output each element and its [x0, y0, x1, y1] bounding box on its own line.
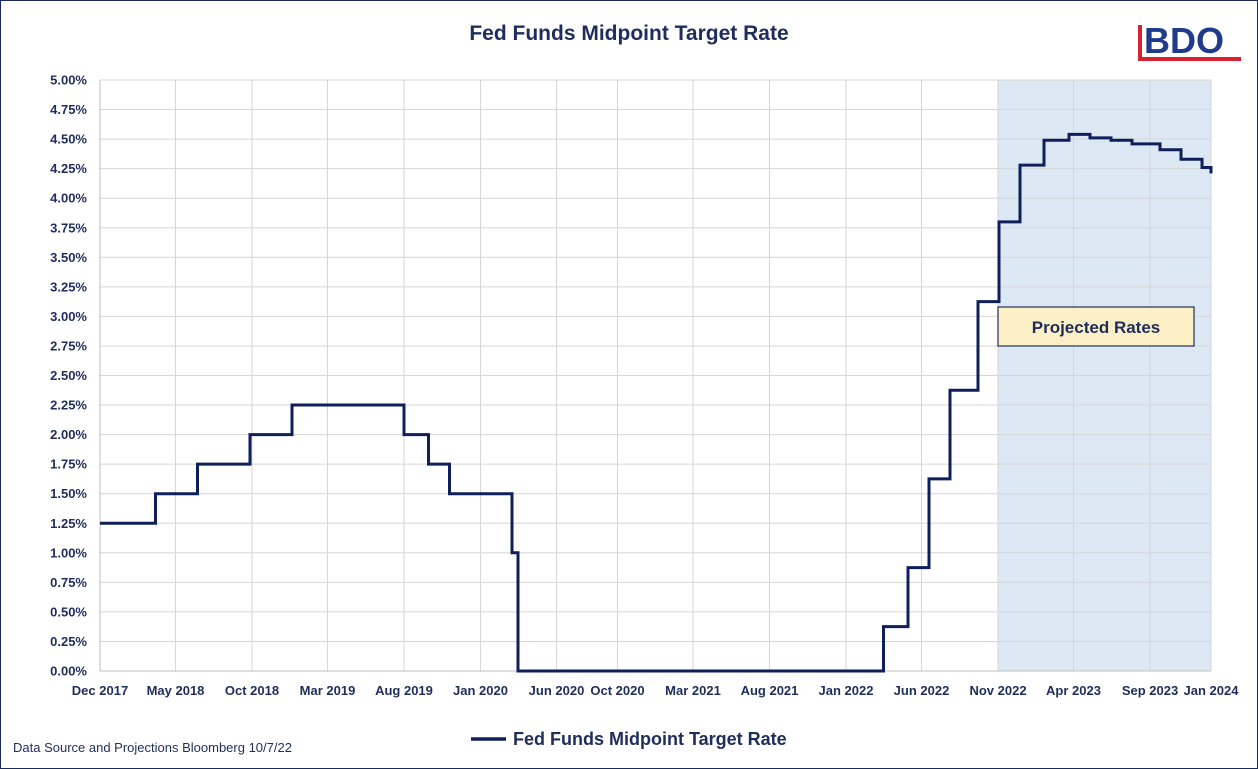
- x-tick-label: Apr 2023: [1046, 683, 1101, 698]
- x-tick-label: Oct 2018: [225, 683, 279, 698]
- y-tick-label: 0.00%: [50, 664, 87, 679]
- y-tick-label: 4.00%: [50, 191, 87, 206]
- x-tick-label: Mar 2019: [300, 683, 356, 698]
- logo-red-bar: [1138, 25, 1142, 61]
- y-tick-label: 3.75%: [50, 220, 87, 235]
- y-tick-label: 1.00%: [50, 545, 87, 560]
- projected-rates-label: Projected Rates: [1032, 318, 1161, 337]
- y-tick-label: 4.75%: [50, 102, 87, 117]
- projected-rates-callout: Projected Rates: [997, 306, 1195, 347]
- y-tick-label: 1.75%: [50, 457, 87, 472]
- source-note: Data Source and Projections Bloomberg 10…: [13, 740, 292, 755]
- y-tick-label: 4.25%: [50, 161, 87, 176]
- x-tick-label: Jun 2020: [529, 683, 585, 698]
- x-tick-label: Jan 2024: [1184, 683, 1240, 698]
- y-tick-label: 2.00%: [50, 427, 87, 442]
- x-tick-label: Nov 2022: [969, 683, 1026, 698]
- y-tick-label: 3.25%: [50, 279, 87, 294]
- x-tick-label: Jun 2022: [894, 683, 950, 698]
- y-tick-label: 1.50%: [50, 486, 87, 501]
- x-tick-label: Aug 2021: [741, 683, 799, 698]
- logo-text: BDO: [1144, 20, 1224, 61]
- y-tick-label: 2.25%: [50, 398, 87, 413]
- x-tick-label: Jan 2022: [819, 683, 874, 698]
- y-tick-label: 2.50%: [50, 368, 87, 383]
- x-tick-label: May 2018: [147, 683, 205, 698]
- x-tick-label: Mar 2021: [665, 683, 721, 698]
- y-tick-label: 3.50%: [50, 250, 87, 265]
- bdo-logo-icon: BDO: [1138, 20, 1241, 61]
- y-tick-label: 3.00%: [50, 309, 87, 324]
- y-tick-label: 0.50%: [50, 604, 87, 619]
- logo-red-underline: [1138, 57, 1241, 61]
- series-line-fed-funds: [100, 132, 1213, 673]
- x-tick-label: Aug 2019: [375, 683, 433, 698]
- legend-entry: Fed Funds Midpoint Target Rate: [513, 729, 787, 749]
- y-tick-label: 5.00%: [50, 73, 87, 88]
- x-tick-label: Sep 2023: [1122, 683, 1178, 698]
- x-tick-label: Oct 2020: [590, 683, 644, 698]
- y-tick-label: 1.25%: [50, 516, 87, 531]
- y-tick-label: 4.50%: [50, 132, 87, 147]
- x-tick-label: Jan 2020: [453, 683, 508, 698]
- chart-title: Fed Funds Midpoint Target Rate: [469, 22, 788, 45]
- x-tick-label: Dec 2017: [72, 683, 128, 698]
- y-tick-label: 2.75%: [50, 338, 87, 353]
- y-tick-label: 0.25%: [50, 634, 87, 649]
- legend: Fed Funds Midpoint Target Rate: [471, 729, 787, 749]
- projected-rates-box: [997, 306, 1195, 347]
- y-tick-label: 0.75%: [50, 575, 87, 590]
